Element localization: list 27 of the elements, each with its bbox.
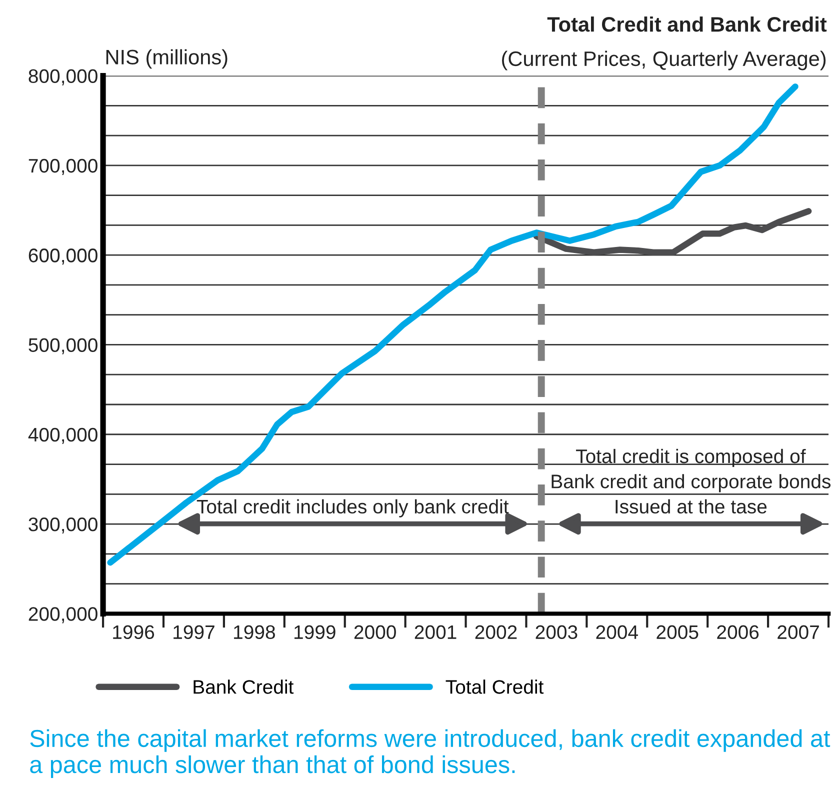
text: Since the capital market reforms were introduced, bank credit expanded at a pace much slower than that of bond issues. (30, 729, 830, 778)
x-tick-label: 2002 (475, 625, 517, 640)
x-tick-label: 2007 (778, 625, 819, 640)
y-tick-label: 800,000 (28, 69, 98, 86)
legend-label: Bank Credit (194, 680, 294, 694)
x-tick-label: 1999 (294, 625, 336, 640)
x-tick-label: 1996 (113, 625, 154, 640)
legend-label: Total Credit (446, 680, 544, 694)
chart-title: Total Credit and Bank Credit (547, 16, 827, 32)
x-tick-label: 2006 (717, 625, 759, 640)
y-tick-label: 200,000 (28, 607, 98, 624)
y-tick-label: 400,000 (28, 428, 98, 444)
x-tick-label: 1998 (234, 625, 275, 640)
x-tick-label: 2000 (354, 625, 396, 640)
x-tick-label: 2001 (414, 625, 456, 640)
annotation: Total credit includes only bank credit (196, 499, 509, 518)
y-tick-label: 500,000 (28, 338, 98, 354)
y-tick-label: 700,000 (28, 158, 98, 175)
x-tick-label: 1997 (174, 625, 214, 640)
x-tick-label: 2004 (596, 625, 638, 640)
y-tick-label: 600,000 (28, 248, 98, 265)
y-axis-title: NIS (millions) (106, 49, 228, 69)
chart-subtitle: (Current Prices, Quarterly Average) (502, 50, 826, 70)
y-tick-label: 300,000 (28, 517, 98, 534)
annotation: Total credit is composed of Bank credit and corporate bonds Issued at the tase (552, 448, 830, 514)
x-tick-label: 2003 (536, 625, 578, 640)
x-tick-label: 2005 (656, 625, 698, 640)
